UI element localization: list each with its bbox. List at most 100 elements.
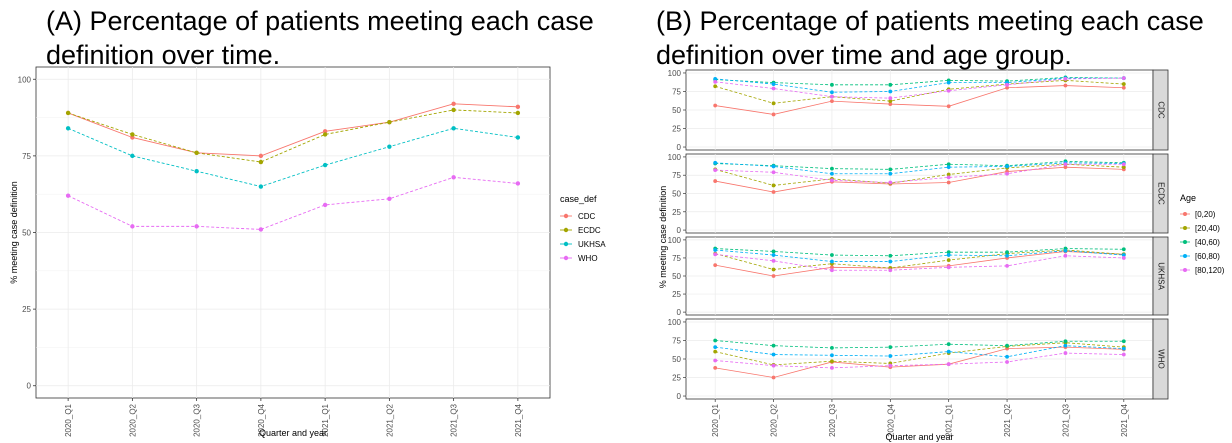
panel-a-title: (A) Percentage of patients meeting each … — [46, 6, 594, 70]
panel-b-point-who-80-120 — [1121, 352, 1126, 357]
panel-b-point-ecdc-60-80 — [888, 171, 893, 176]
panel-b-point-cdc-80-120 — [1005, 82, 1009, 87]
panel-b-y-tick-label: 0 — [677, 226, 682, 235]
panel-a-point-ukhsa — [194, 169, 199, 174]
panel-b-x-tick-label: 2020_Q2 — [770, 403, 779, 436]
panel-a-legend-key-point — [563, 241, 569, 247]
panel-a-y-tick-label: 50 — [22, 229, 31, 238]
panel-b-series-line-ukhsa-0-20 — [715, 251, 1124, 277]
panel-a-point-cdc — [130, 135, 135, 140]
panel-b-point-ecdc-20-40 — [771, 183, 776, 188]
panel-a-point-who — [258, 227, 264, 232]
panel-b-point-ukhsa-80-120 — [1121, 256, 1126, 260]
panel-b-point-who-20-40 — [830, 359, 834, 364]
panel-b-strip-cdc — [1152, 69, 1169, 151]
panel-a-point-ecdc — [322, 132, 328, 137]
panel-a-point-ukhsa — [65, 126, 71, 131]
panel-b-point-ukhsa-80-120 — [1063, 253, 1068, 258]
panel-b-point-who-60-80 — [1063, 343, 1068, 348]
panel-b-point-cdc-0-20 — [946, 104, 951, 109]
panel-b-strip-ukhsa — [1152, 236, 1169, 316]
panel-b-point-ecdc-40-60 — [946, 162, 951, 167]
panel-b-y-tick-label: 75 — [672, 87, 681, 96]
panel-b-series-line-cdc-40-60 — [715, 77, 1124, 86]
panel-b-point-ukhsa-80-120 — [771, 258, 776, 263]
panel-a-y-tick-label: 75 — [22, 152, 31, 161]
panel-b-point-who-60-80 — [1121, 346, 1126, 351]
panel-b-point-ukhsa-60-80 — [888, 259, 893, 264]
panel-b-point-who-40-60 — [1121, 339, 1126, 344]
panel-b-series-line-cdc-0-20 — [715, 85, 1124, 115]
panel-b-legend-key-point — [1183, 268, 1187, 272]
panel-b-point-who-80-120 — [1005, 360, 1009, 364]
panel-b-legend-title: Age — [1180, 193, 1196, 203]
panel-b-point-ukhsa-0-20 — [771, 274, 776, 278]
panel-a-point-who — [322, 202, 328, 208]
panel-b-x-tick-label: 2021_Q1 — [945, 403, 954, 436]
panel-a-x-tick-label: 2020_Q1 — [64, 403, 73, 436]
panel-b-point-cdc-60-80 — [830, 90, 834, 95]
panel-b-y-tick-label: 0 — [677, 392, 682, 401]
panel-b-legend-key-point — [1183, 212, 1187, 216]
panel-b-point-ecdc-0-20 — [1063, 165, 1068, 170]
panel-b-point-ecdc-20-40 — [946, 172, 951, 177]
panel-a-point-cdc — [322, 129, 328, 134]
panel-b-point-ecdc-0-20 — [946, 180, 951, 185]
panel-b-series-line-ukhsa-20-40 — [715, 249, 1124, 270]
panel-b-y-tick-label: 100 — [668, 318, 682, 327]
panel-b-point-ukhsa-60-80 — [946, 253, 951, 257]
panel-b-point-ukhsa-80-120 — [1005, 263, 1009, 268]
panel-a-point-who — [451, 175, 456, 180]
panel-b-point-cdc-60-80 — [771, 82, 776, 86]
panel-b-point-ukhsa-80-120 — [946, 265, 951, 270]
panel-b-series-line-who-60-80 — [715, 345, 1124, 358]
panel-b-point-ukhsa-40-60 — [1121, 247, 1126, 252]
panel-a-point-ukhsa — [130, 153, 135, 159]
panel-b-point-who-0-20 — [771, 375, 776, 380]
panel-b-y-tick-label: 75 — [672, 336, 681, 345]
panel-b-point-who-40-60 — [830, 345, 834, 350]
panel-b-point-who-60-80 — [1005, 354, 1009, 359]
panel-a-point-ecdc — [451, 107, 456, 113]
panel-a-legend-label: ECDC — [578, 226, 601, 235]
panel-b-point-ukhsa-40-60 — [888, 253, 893, 258]
panel-a-point-ukhsa — [515, 135, 521, 140]
panel-b-series-line-ukhsa-80-120 — [715, 253, 1124, 271]
panel-b-legend-label: [60,80) — [1195, 252, 1220, 261]
panel-b-point-ukhsa-60-80 — [1121, 253, 1126, 257]
panel-b-point-ecdc-60-80 — [1005, 164, 1009, 169]
panel-a-point-cdc — [258, 153, 264, 159]
panel-b-y-tick-label: 75 — [672, 254, 681, 263]
panel-b-point-ecdc-60-80 — [830, 171, 834, 176]
panel-b-point-ukhsa-20-40 — [771, 267, 776, 272]
panel-b-series-line-cdc-60-80 — [715, 77, 1124, 93]
panel-a-point-ecdc — [194, 150, 199, 156]
panel-b-point-who-0-20 — [713, 365, 718, 370]
panel-b-y-tick-label: 25 — [672, 374, 681, 383]
panel-b-legend-label: [80,120) — [1195, 266, 1225, 275]
panel-b-point-ukhsa-60-80 — [1063, 248, 1068, 253]
panel-b-series-line-who-80-120 — [715, 352, 1124, 369]
panel-b-point-ukhsa-40-60 — [830, 253, 834, 257]
panel-b-x-tick-label: 2020_Q4 — [886, 403, 895, 436]
panel-b-series-line-ecdc-20-40 — [715, 163, 1124, 186]
panel-a-x-tick-label: 2021_Q3 — [450, 403, 459, 436]
panel-a-legend-key-point — [563, 255, 569, 261]
panel-b-point-cdc-20-40 — [771, 101, 776, 106]
panel-b-point-who-60-80 — [771, 352, 776, 357]
panel-b-legend-label: [40,60) — [1195, 238, 1220, 247]
panel-a-point-ukhsa — [322, 162, 328, 168]
panel-b-point-cdc-0-20 — [888, 102, 893, 106]
panel-b-point-cdc-0-20 — [771, 112, 776, 117]
panel-b-point-cdc-80-120 — [830, 94, 834, 99]
panel-b-series-line-cdc-20-40 — [715, 79, 1124, 104]
panel-b-y-tick-label: 25 — [672, 208, 681, 217]
panel-a-point-ukhsa — [451, 126, 456, 131]
panel-a-point-cdc — [451, 101, 456, 106]
panel-b-series-line-ecdc-80-120 — [715, 163, 1124, 183]
panel-b-point-who-80-120 — [771, 363, 776, 368]
panel-b-x-tick-label: 2021_Q4 — [1120, 403, 1129, 436]
panel-b-point-who-80-120 — [946, 362, 951, 367]
panel-b-point-ukhsa-80-120 — [830, 268, 834, 273]
